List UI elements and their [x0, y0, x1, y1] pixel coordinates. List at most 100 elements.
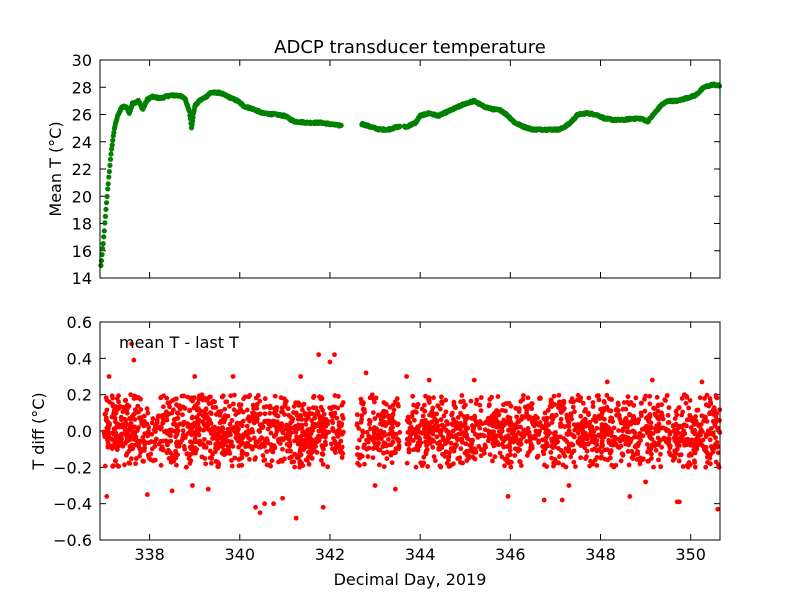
- temperature-difference-point: [478, 395, 484, 400]
- temperature-difference-point: [490, 440, 496, 446]
- temperature-difference-point: [406, 449, 412, 455]
- temperature-difference-point: [511, 426, 517, 432]
- temperature-difference-point: [373, 395, 379, 401]
- temperature-difference-point: [620, 428, 625, 434]
- temperature-difference-point: [551, 444, 557, 450]
- temperature-difference-point: [425, 464, 431, 469]
- temperature-difference-point: [409, 414, 415, 419]
- temperature-difference-point: [529, 401, 535, 407]
- temperature-difference-point: [360, 406, 366, 412]
- temperature-difference-point: [714, 439, 720, 445]
- temperature-difference-point: [590, 400, 596, 405]
- temperature-difference-point: [206, 419, 212, 425]
- temperature-difference-outlier: [699, 379, 705, 385]
- temperature-difference-point: [137, 438, 143, 444]
- temperature-difference-point: [267, 410, 273, 416]
- temperature-difference-point: [279, 405, 285, 411]
- temperature-difference-point: [207, 448, 213, 454]
- temperature-difference-outlier: [627, 494, 633, 499]
- temperature-difference-point: [329, 441, 334, 447]
- temperature-difference-point: [154, 417, 160, 423]
- temperature-difference-point: [240, 418, 246, 424]
- temperature-difference-point: [305, 415, 311, 420]
- temperature-difference-point: [132, 411, 137, 417]
- bottom-y-tick-label: −0.2: [53, 458, 92, 477]
- temperature-difference-point: [318, 395, 324, 400]
- temperature-difference-point: [410, 429, 416, 435]
- temperature-difference-point: [105, 440, 111, 445]
- temperature-difference-outlier: [604, 379, 610, 385]
- temperature-difference-point: [262, 396, 268, 402]
- temperature-difference-point: [454, 443, 459, 448]
- temperature-difference-point: [513, 432, 519, 438]
- temperature-difference-outlier: [643, 479, 648, 485]
- temperature-difference-point: [419, 418, 425, 424]
- temperature-difference-point: [485, 438, 491, 444]
- temperature-difference-point: [244, 451, 250, 457]
- temperature-difference-point: [306, 461, 312, 467]
- temperature-difference-point: [519, 416, 524, 422]
- temperature-difference-point: [432, 458, 438, 464]
- temperature-difference-point: [517, 447, 523, 453]
- temperature-difference-point: [532, 433, 537, 439]
- temperature-difference-point: [189, 395, 195, 401]
- temperature-difference-point: [446, 457, 451, 463]
- temperature-difference-point: [181, 432, 186, 438]
- temperature-difference-point: [707, 455, 713, 461]
- temperature-difference-point: [320, 415, 326, 421]
- temperature-difference-point: [197, 427, 203, 433]
- temperature-difference-point: [122, 440, 128, 446]
- temperature-difference-point: [555, 435, 561, 441]
- temperature-difference-point: [192, 436, 198, 442]
- temperature-difference-point: [397, 430, 403, 435]
- temperature-difference-point: [665, 412, 671, 418]
- temperature-difference-point: [602, 400, 607, 405]
- temperature-difference-point: [514, 414, 520, 420]
- temperature-difference-point: [464, 452, 470, 458]
- temperature-difference-point: [486, 402, 492, 408]
- temperature-difference-point: [132, 417, 138, 422]
- mean-temperature-point: [190, 114, 196, 120]
- temperature-difference-point: [208, 411, 214, 417]
- temperature-difference-point: [674, 442, 680, 448]
- temperature-difference-point: [406, 417, 411, 422]
- temperature-difference-point: [689, 437, 695, 443]
- temperature-difference-point: [515, 424, 521, 430]
- temperature-difference-point: [140, 421, 146, 426]
- temperature-difference-point: [689, 418, 695, 424]
- temperature-difference-point: [705, 451, 710, 457]
- temperature-difference-point: [582, 445, 588, 451]
- mean-temperature-point: [186, 108, 192, 114]
- temperature-difference-point: [359, 400, 364, 406]
- temperature-difference-point: [672, 448, 678, 454]
- temperature-difference-point: [713, 459, 719, 465]
- temperature-difference-point: [339, 444, 345, 450]
- temperature-difference-point: [210, 451, 215, 457]
- temperature-difference-point: [413, 464, 419, 470]
- temperature-difference-outlier: [253, 504, 258, 510]
- bottom-y-tick-label: 0.6: [67, 313, 92, 332]
- temperature-difference-point: [477, 419, 483, 424]
- bottom-x-tick-label: 342: [315, 545, 346, 564]
- temperature-difference-outlier: [169, 488, 175, 494]
- temperature-difference-point: [281, 396, 287, 402]
- mean-temperature-point: [105, 181, 111, 187]
- mean-temperature-point: [111, 129, 117, 136]
- temperature-difference-point: [707, 461, 713, 467]
- temperature-difference-point: [287, 455, 293, 461]
- temperature-difference-point: [648, 420, 654, 426]
- temperature-difference-point: [565, 423, 570, 429]
- temperature-difference-point: [578, 455, 584, 461]
- temperature-difference-point: [176, 443, 182, 449]
- temperature-difference-point: [180, 412, 185, 418]
- temperature-difference-point: [124, 410, 130, 416]
- temperature-difference-point: [410, 393, 416, 399]
- temperature-difference-point: [644, 430, 650, 436]
- temperature-difference-point: [579, 434, 584, 440]
- temperature-difference-point: [119, 431, 125, 437]
- temperature-difference-point: [679, 412, 685, 418]
- bottom-y-tick-label: 0.0: [67, 422, 92, 441]
- temperature-difference-point: [429, 437, 435, 443]
- temperature-difference-point: [522, 404, 528, 410]
- temperature-difference-point: [548, 415, 554, 420]
